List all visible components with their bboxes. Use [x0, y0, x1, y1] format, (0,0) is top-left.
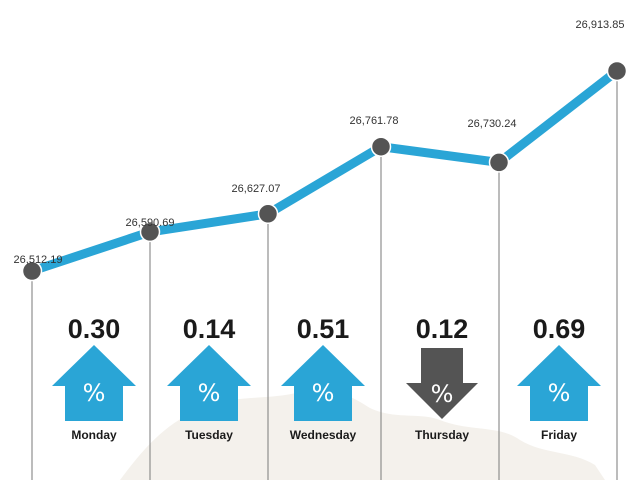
up-arrow-icon-tuesday: [167, 345, 251, 421]
series-line-group: [27, 66, 622, 276]
percent-change-wednesday: 0.51: [297, 314, 350, 344]
value-label-thursday: 26,730.24: [468, 118, 517, 130]
percent-sign-tuesday: %: [198, 379, 221, 407]
percent-sign-monday: %: [83, 379, 106, 407]
series-line: [27, 66, 622, 276]
percent-change-friday: 0.69: [533, 314, 586, 344]
change-panel-tuesday: 0.14% Tuesday: [167, 314, 251, 442]
day-label-thursday: Thursday: [415, 428, 469, 442]
percent-sign-thursday: %: [431, 380, 454, 408]
percent-change-tuesday: 0.14: [183, 314, 236, 344]
value-label-wednesday: 26,761.78: [350, 115, 399, 127]
map-background: [120, 389, 605, 480]
data-point-tuesday: [257, 203, 279, 225]
value-label-start: 26,512.19: [14, 254, 63, 266]
up-arrow-icon-wednesday: [281, 345, 365, 421]
percent-change-thursday: 0.12: [416, 314, 469, 344]
data-points: [21, 60, 628, 282]
daily-change-panels: 0.30% Monday 0.14% Tuesday 0.51% Wednesday 0.1…: [52, 314, 601, 442]
map-shape: [120, 389, 605, 480]
day-label-friday: Friday: [541, 428, 577, 442]
day-label-tuesday: Tuesday: [185, 428, 233, 442]
down-arrow-icon-thursday: [406, 348, 478, 419]
data-point-start: [21, 260, 43, 282]
day-label-wednesday: Wednesday: [290, 428, 357, 442]
data-point-monday: [139, 221, 161, 243]
data-point-friday: [606, 60, 628, 82]
value-labels: 26,512.19 26,590.69 26,627.07 26,761.78 26,7…: [14, 19, 625, 266]
percent-sign-friday: %: [548, 379, 571, 407]
percent-sign-wednesday: %: [312, 379, 335, 407]
data-point-wednesday: [370, 136, 392, 157]
day-label-monday: Monday: [71, 428, 117, 442]
data-point-thursday: [488, 152, 510, 173]
up-arrow-icon-monday: [52, 345, 136, 421]
value-label-monday: 26,590.69: [126, 217, 175, 229]
up-arrow-icon-friday: [517, 345, 601, 421]
change-panel-monday: 0.30% Monday: [52, 314, 136, 442]
percent-change-monday: 0.30: [68, 314, 121, 344]
value-label-friday: 26,913.85: [576, 19, 625, 31]
change-panel-wednesday: 0.51% Wednesday: [281, 314, 365, 442]
change-panel-friday: 0.69% Friday: [517, 314, 601, 442]
drop-lines: [31, 70, 618, 480]
value-label-tuesday: 26,627.07: [232, 183, 281, 195]
change-panel-thursday: 0.12% Thursday: [406, 314, 478, 442]
